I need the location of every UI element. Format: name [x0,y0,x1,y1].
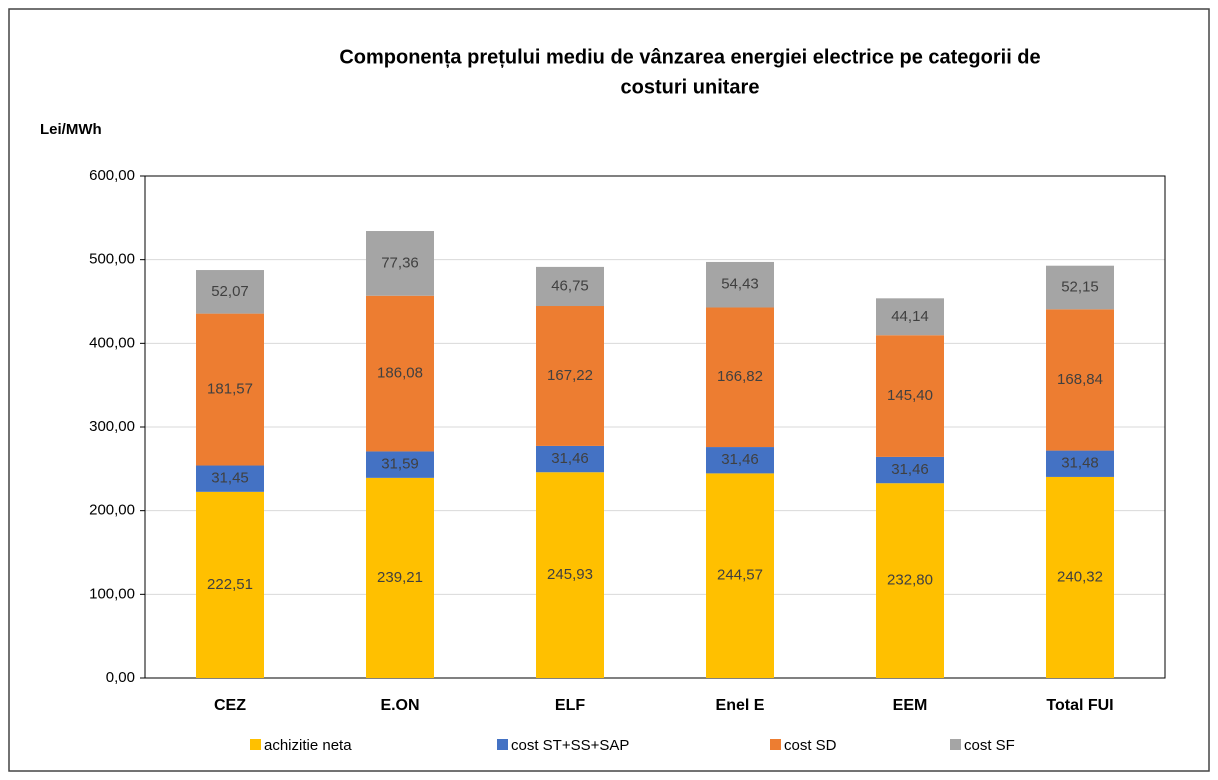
data-label: 166,82 [717,368,763,385]
data-label: 181,57 [207,381,253,398]
data-label: 46,75 [551,277,589,294]
data-label: 44,14 [891,308,929,325]
data-label: 31,59 [381,456,419,473]
legend-label: cost ST+SS+SAP [511,737,629,754]
chart-title-line: costuri unitare [621,76,760,98]
data-label: 77,36 [381,254,419,271]
data-label: 31,46 [721,451,759,468]
legend-label: achizitie neta [264,737,352,754]
data-label: 31,45 [211,470,249,487]
data-label: 240,32 [1057,568,1103,585]
y-tick-label: 400,00 [89,334,135,351]
chart-frame [8,8,1210,772]
legend-swatch [950,739,961,750]
bar-segment [1046,309,1114,451]
bar-segment [196,465,264,492]
bar-segment [876,483,944,678]
bar-segment [536,266,604,307]
legend-swatch [497,739,508,750]
y-tick-label: 600,00 [89,167,135,184]
y-tick-label: 0,00 [106,669,135,686]
plot-frame [144,175,1166,679]
x-tick-label: E.ON [380,697,419,714]
data-label: 245,93 [547,566,593,583]
bar-segment [876,298,944,336]
bar-segment [536,472,604,678]
bar-segment [876,456,944,484]
bar-segment [1046,450,1114,477]
data-label: 186,08 [377,365,423,382]
y-tick-label: 200,00 [89,502,135,519]
data-label: 239,21 [377,569,423,586]
legend-swatch [770,739,781,750]
bar-segment [196,491,264,678]
y-tick-label: 300,00 [89,418,135,435]
data-label: 244,57 [717,567,763,584]
data-label: 145,40 [887,387,933,404]
x-tick-label: Enel E [716,697,765,714]
y-axis-label: Lei/MWh [40,121,102,138]
bar-segment [196,270,264,314]
bar-segment [706,307,774,448]
data-label: 232,80 [887,572,933,589]
y-tick-label: 500,00 [89,251,135,268]
bar-segment [196,313,264,466]
bar-segment [366,231,434,296]
data-label: 167,22 [547,367,593,384]
bar-segment [706,447,774,474]
legend-label: cost SD [784,737,837,754]
data-label: 31,48 [1061,455,1099,472]
data-label: 54,43 [721,276,759,293]
bar-segment [706,473,774,678]
data-label: 31,46 [551,450,589,467]
bar-segment [366,451,434,478]
data-label: 222,51 [207,576,253,593]
bar-segment [536,445,604,473]
x-tick-label: EEM [893,697,928,714]
bar-segment [876,335,944,457]
bar-segment [366,477,434,678]
x-tick-label: Total FUI [1046,697,1113,714]
chart-title-line: Componența prețului mediu de vânzarea en… [339,46,1040,68]
bar-segment [1046,265,1114,310]
legend-label: cost SF [964,737,1015,754]
data-label: 168,84 [1057,371,1103,388]
bar-segment [366,295,434,452]
bar-segment [1046,476,1114,678]
data-label: 31,46 [891,461,929,478]
legend-swatch [250,739,261,750]
x-tick-label: CEZ [214,697,246,714]
y-tick-label: 100,00 [89,585,135,602]
bar-segment [706,261,774,308]
bar-segment [536,306,604,446]
x-tick-label: ELF [555,697,585,714]
data-label: 52,15 [1061,278,1099,295]
data-label: 52,07 [211,283,249,300]
